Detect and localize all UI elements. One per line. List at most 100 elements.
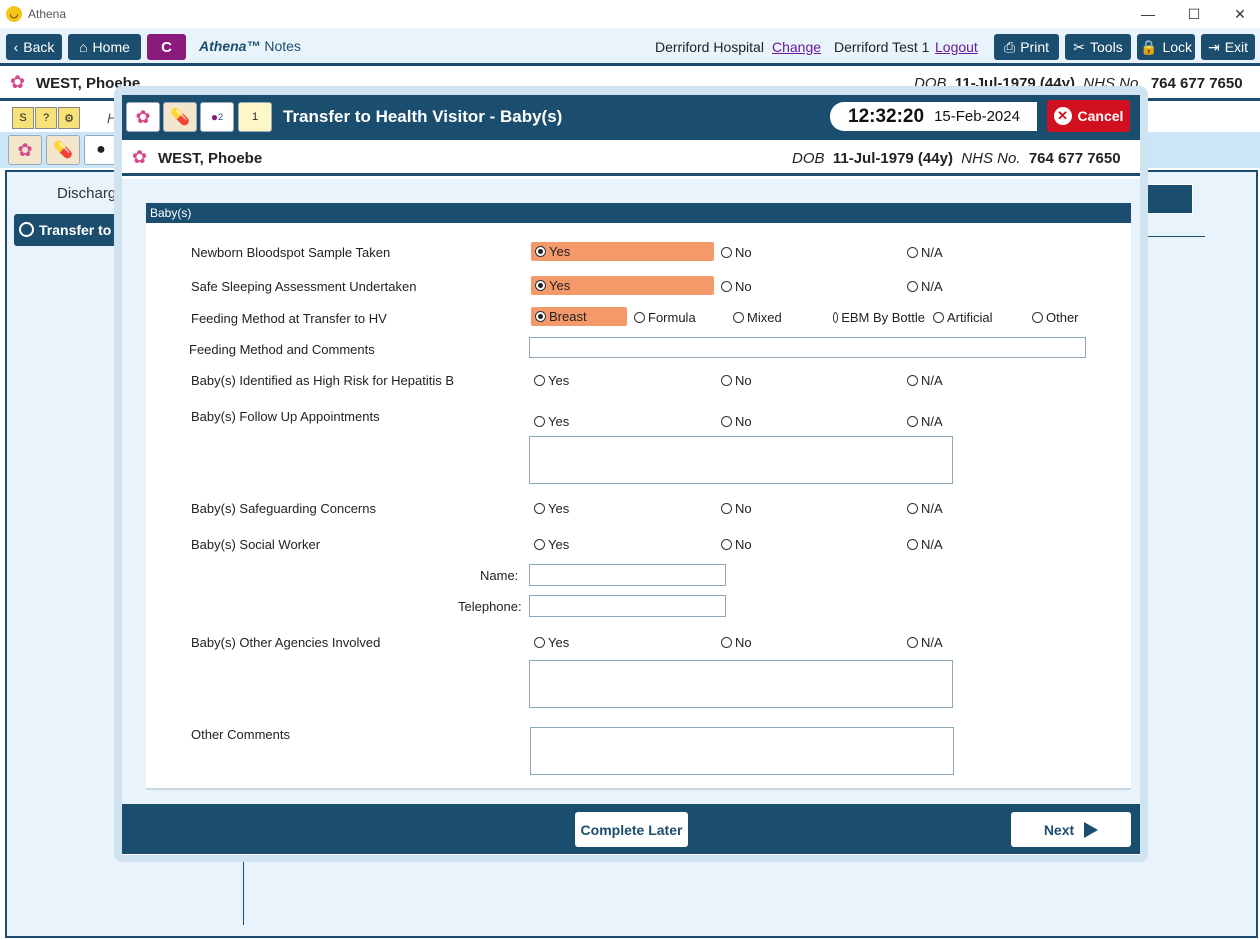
- close-icon[interactable]: ✕: [1234, 5, 1246, 22]
- radio-dot: [534, 636, 545, 648]
- radio-dot: [907, 502, 918, 514]
- other-agencies-label: Baby(s) Other Agencies Involved: [191, 635, 381, 650]
- window-titlebar: [0, 0, 1260, 28]
- change-hospital-link[interactable]: Change: [772, 39, 822, 55]
- sw-telephone-input[interactable]: [529, 595, 726, 617]
- medication-tab-icon[interactable]: 💊: [46, 135, 80, 165]
- radio-label: Other: [1046, 309, 1079, 325]
- sleeping-no-radio[interactable]: No: [721, 277, 752, 295]
- sw-name-label: Name:: [480, 568, 519, 583]
- safeguarding-yes-radio[interactable]: Yes: [534, 499, 569, 517]
- minimize-icon[interactable]: —: [1141, 6, 1155, 22]
- sleeping-yes-radio[interactable]: Yes: [531, 276, 714, 295]
- clock-time: 12:32:20: [848, 105, 925, 127]
- radio-dot: [535, 311, 546, 322]
- background-divider: [1140, 236, 1205, 237]
- brand-name: Athena™: [199, 38, 261, 54]
- radio-label: Mixed: [747, 309, 782, 325]
- logout-link[interactable]: Logout: [935, 39, 978, 55]
- radio-label: No: [735, 372, 752, 388]
- radio-dot: [534, 502, 545, 514]
- section-header: Baby(s): [146, 203, 1131, 223]
- lock-label: Lock: [1162, 39, 1193, 55]
- cancel-button[interactable]: ✕ Cancel: [1047, 100, 1130, 132]
- modal-patient-info: DOB 11-Jul-1979 (44y) NHS No. 764 677 76…: [792, 150, 1121, 167]
- other-agencies-yes-radio[interactable]: Yes: [534, 633, 569, 651]
- hepb-no-radio[interactable]: No: [721, 371, 752, 389]
- safeguarding-na-radio[interactable]: N/A: [907, 499, 943, 517]
- bloodspot-na-radio[interactable]: N/A: [907, 243, 943, 261]
- back-label: Back: [23, 39, 55, 55]
- other-comments-textarea[interactable]: [530, 727, 954, 775]
- other-agencies-no-radio[interactable]: No: [721, 633, 752, 651]
- sleeping-na-radio[interactable]: N/A: [907, 277, 943, 295]
- hepb-na-radio[interactable]: N/A: [907, 371, 943, 389]
- feeding-formula-radio[interactable]: Formula: [634, 308, 696, 326]
- radio-dot: [1032, 311, 1043, 323]
- radio-label: Yes: [548, 372, 570, 388]
- bloodspot-no-radio[interactable]: No: [721, 243, 752, 261]
- followup-textarea[interactable]: [529, 436, 953, 484]
- exit-label: Exit: [1224, 39, 1249, 55]
- maximize-icon[interactable]: ☐: [1187, 5, 1201, 22]
- radio-label: N/A: [921, 413, 943, 429]
- other-agencies-textarea[interactable]: [529, 660, 953, 708]
- social-worker-no-radio[interactable]: No: [721, 535, 752, 553]
- feeding-comments-input[interactable]: [529, 337, 1086, 358]
- modal-patient-banner: [122, 140, 1140, 176]
- feeding-ebm-radio[interactable]: EBM By Bottle: [833, 308, 925, 326]
- baby-count: 2: [218, 112, 224, 122]
- flower-icon: ✿: [10, 72, 26, 92]
- feeding-artificial-radio[interactable]: Artificial: [933, 308, 993, 326]
- followup-na-radio[interactable]: N/A: [907, 412, 943, 430]
- hepb-yes-radio[interactable]: Yes: [534, 371, 569, 389]
- bloodspot-label: Newborn Bloodspot Sample Taken: [191, 245, 391, 260]
- radio-dot: [907, 374, 918, 386]
- home-button[interactable]: ⌂ Home: [68, 34, 141, 60]
- sw-name-input[interactable]: [529, 564, 726, 586]
- modal-flower-icon[interactable]: ✿: [126, 102, 160, 132]
- lock-button[interactable]: 🔒 Lock: [1137, 34, 1195, 60]
- social-worker-yes-radio[interactable]: Yes: [534, 535, 569, 553]
- modal-patient-name: WEST, Phoebe: [158, 150, 263, 167]
- complete-later-button[interactable]: Complete Later: [575, 812, 688, 847]
- feeding-label: Feeding Method at Transfer to HV: [191, 311, 387, 326]
- brand-suffix: Notes: [264, 38, 301, 54]
- radio-dot: [907, 538, 918, 550]
- exit-button[interactable]: ⇥ Exit: [1201, 34, 1255, 60]
- radio-dot: [907, 415, 918, 427]
- modal-medication-icon[interactable]: 💊: [163, 102, 197, 132]
- c-button[interactable]: C: [147, 34, 186, 60]
- feeding-mixed-radio[interactable]: Mixed: [733, 308, 782, 326]
- user-name: Derriford Test 1: [834, 39, 930, 55]
- flower-tab-icon[interactable]: ✿: [8, 135, 42, 165]
- feeding-breast-radio[interactable]: Breast: [531, 307, 627, 326]
- calendar-icon[interactable]: 1: [238, 102, 272, 132]
- followup-yes-radio[interactable]: Yes: [534, 412, 569, 430]
- other-agencies-na-radio[interactable]: N/A: [907, 633, 943, 651]
- lock-icon: 🔒: [1140, 38, 1158, 55]
- radio-label: No: [735, 244, 752, 260]
- modal-nhs-label: NHS No.: [961, 150, 1021, 167]
- radio-label: Yes: [548, 500, 570, 516]
- background-heading: H: [107, 110, 118, 126]
- next-button[interactable]: Next: [1011, 812, 1131, 847]
- app-brand: Athena™ Notes: [199, 38, 301, 54]
- followup-label: Baby(s) Follow Up Appointments: [191, 409, 380, 424]
- feeding-other-radio[interactable]: Other: [1032, 308, 1079, 326]
- radio-label: Breast: [549, 309, 587, 324]
- modal-baby-icon[interactable]: ● 2: [200, 102, 234, 132]
- cancel-label: Cancel: [1077, 108, 1124, 124]
- followup-no-radio[interactable]: No: [721, 412, 752, 430]
- safeguarding-no-radio[interactable]: No: [721, 499, 752, 517]
- baby-tab-icon[interactable]: ●: [84, 135, 118, 165]
- back-button[interactable]: ‹ Back: [6, 34, 62, 60]
- bloodspot-yes-radio[interactable]: Yes: [531, 242, 714, 261]
- social-worker-na-radio[interactable]: N/A: [907, 535, 943, 553]
- athena-logo-icon: ◡: [6, 6, 22, 22]
- hospital-name: Derriford Hospital: [655, 39, 764, 55]
- help-icon: ?: [35, 107, 57, 129]
- radio-label: Artificial: [947, 309, 993, 325]
- tools-button[interactable]: ✂ Tools: [1065, 34, 1131, 60]
- print-button[interactable]: ⎙ Print: [994, 34, 1059, 60]
